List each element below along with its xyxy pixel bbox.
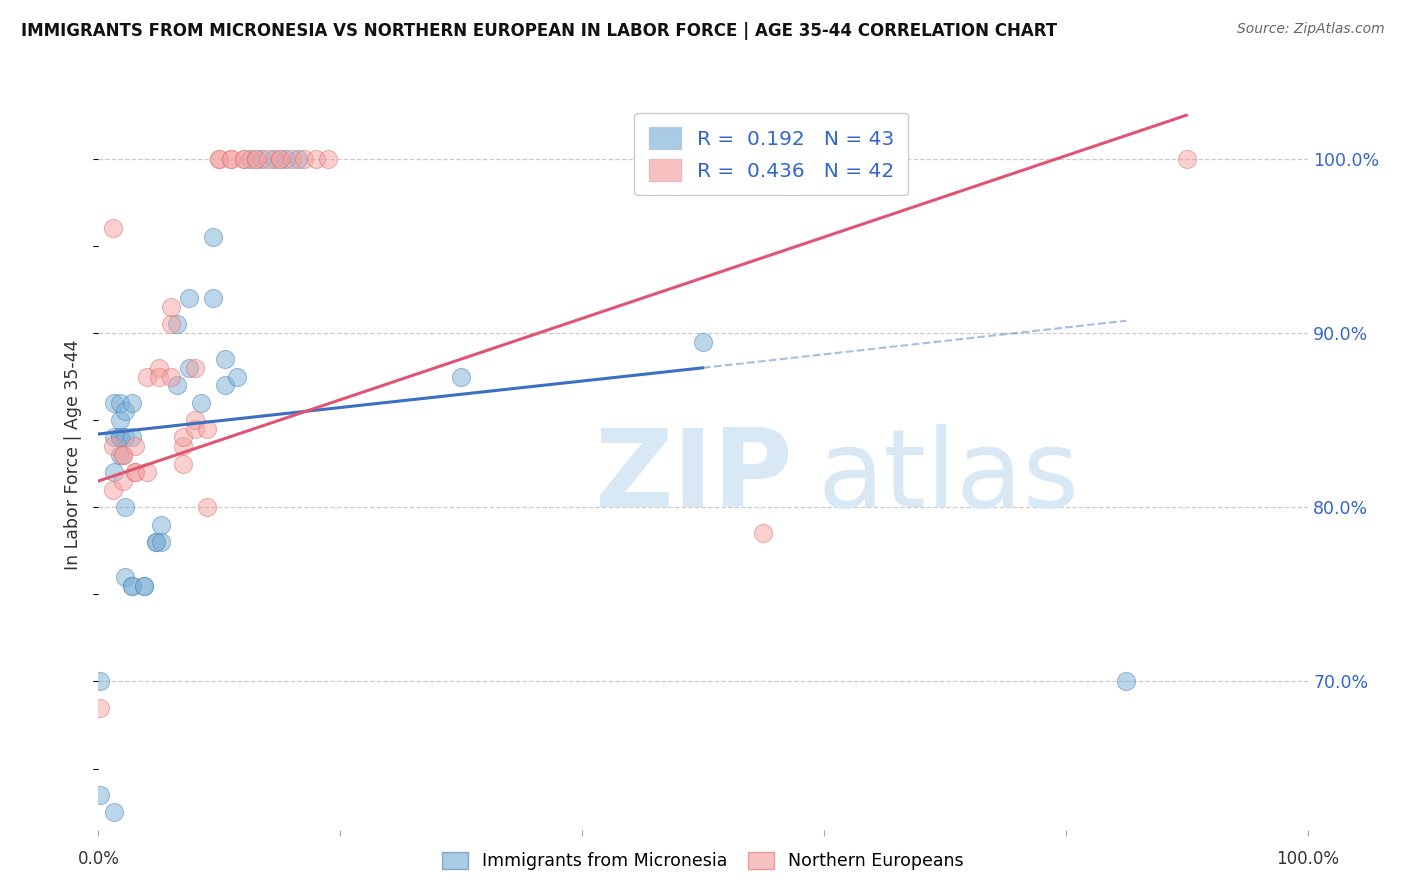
Point [89,700,111,714]
Point [190,395,212,409]
Point [245,152,267,166]
Point [214,352,236,367]
Point [179,291,201,305]
Point [450,369,472,384]
Point [287,152,309,166]
Legend: Immigrants from Micronesia, Northern Europeans: Immigrants from Micronesia, Northern Eur… [433,843,973,879]
Legend: R =  0.192   N = 43, R =  0.436   N = 42: R = 0.192 N = 43, R = 0.436 N = 42 [634,112,908,195]
Point [305,152,328,166]
Point [214,378,236,392]
Text: 100.0%: 100.0% [1277,850,1339,869]
Point [195,422,218,436]
Point [752,526,775,541]
Point [269,152,291,166]
Point [160,300,183,314]
Point [108,430,131,444]
Point [179,360,201,375]
Point [150,535,173,549]
Point [134,579,156,593]
Point [114,500,136,515]
Point [114,430,136,444]
Point [108,395,131,409]
Point [148,360,170,375]
Point [263,152,285,166]
Point [108,413,131,427]
Point [256,152,278,166]
Point [172,439,194,453]
Text: IMMIGRANTS FROM MICRONESIA VS NORTHERN EUROPEAN IN LABOR FORCE | AGE 35-44 CORRE: IMMIGRANTS FROM MICRONESIA VS NORTHERN E… [21,22,1057,40]
Point [202,230,225,244]
Point [145,535,167,549]
Point [232,152,254,166]
Point [226,369,249,384]
Point [160,369,183,384]
Point [121,579,143,593]
Point [124,466,146,480]
Point [89,788,111,802]
Point [121,395,143,409]
Point [195,500,218,515]
Point [292,152,315,166]
Point [221,152,243,166]
Point [101,483,124,497]
Point [135,466,157,480]
Point [103,395,125,409]
Point [124,466,146,480]
Point [101,439,124,453]
Text: 0.0%: 0.0% [77,850,120,869]
Point [172,430,194,444]
Text: ZIP: ZIP [595,425,793,531]
Point [121,430,143,444]
Point [160,317,183,331]
Point [166,378,188,392]
Point [89,674,111,689]
Point [145,535,167,549]
Point [245,152,267,166]
Point [111,448,134,462]
Point [239,152,262,166]
Point [166,317,188,331]
Point [269,152,291,166]
Point [111,448,134,462]
Point [148,369,170,384]
Point [232,152,254,166]
Text: atlas: atlas [818,425,1080,531]
Point [221,152,243,166]
Y-axis label: In Labor Force | Age 35-44: In Labor Force | Age 35-44 [65,340,83,570]
Point [281,152,304,166]
Point [108,448,131,462]
Point [114,404,136,418]
Point [208,152,231,166]
Point [274,152,297,166]
Point [135,369,157,384]
Point [124,439,146,453]
Point [108,430,131,444]
Text: Source: ZipAtlas.com: Source: ZipAtlas.com [1237,22,1385,37]
Point [103,466,125,480]
Point [1175,152,1198,166]
Point [184,422,207,436]
Point [208,152,231,166]
Point [101,221,124,235]
Point [184,360,207,375]
Point [103,430,125,444]
Point [250,152,273,166]
Point [121,579,143,593]
Point [692,334,714,349]
Point [103,805,125,819]
Point [150,517,173,532]
Point [111,474,134,488]
Point [172,457,194,471]
Point [1115,674,1137,689]
Point [316,152,339,166]
Point [202,291,225,305]
Point [134,579,156,593]
Point [114,570,136,584]
Point [184,413,207,427]
